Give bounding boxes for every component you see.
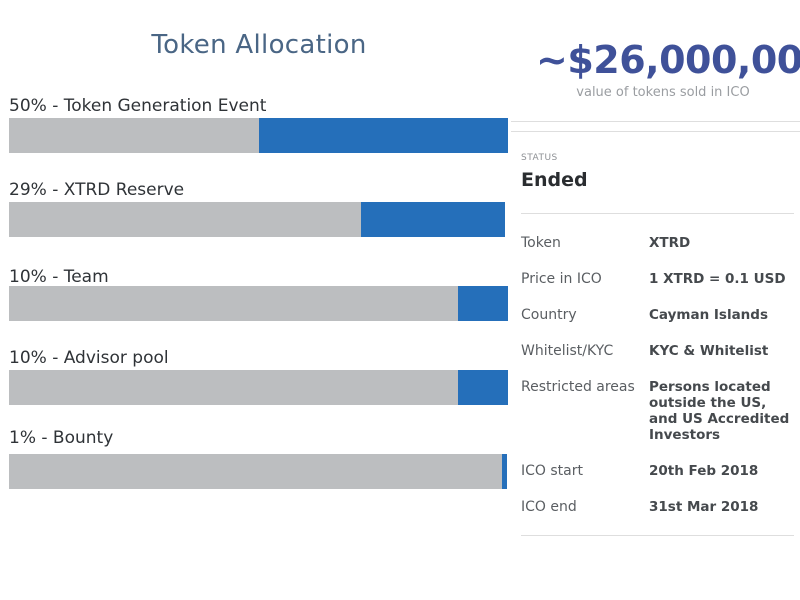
allocation-label: 10% - Advisor pool	[9, 348, 169, 368]
allocation-bar-fill	[502, 454, 507, 489]
allocation-label: 10% - Team	[9, 267, 109, 287]
allocation-item-team: 10% - Team	[9, 267, 508, 321]
ico-amount-caption: value of tokens sold in ICO	[576, 85, 750, 100]
divider	[511, 121, 800, 122]
allocation-item-advisor-pool: 10% - Advisor pool	[9, 348, 508, 405]
info-key: Whitelist/KYC	[521, 343, 614, 359]
info-key: Token	[521, 235, 561, 251]
info-value: KYC & Whitelist	[649, 343, 769, 359]
info-key: Price in ICO	[521, 271, 602, 287]
info-key: ICO end	[521, 499, 577, 515]
status-caption: STATUS	[521, 153, 558, 163]
allocation-bar-fill	[361, 202, 505, 237]
ico-amount: ~$26,000,000	[536, 38, 800, 82]
allocation-bar-track	[9, 118, 508, 153]
info-key: Country	[521, 307, 577, 323]
divider	[521, 535, 794, 536]
allocation-item-token-generation-event: 50% - Token Generation Event	[9, 96, 508, 153]
allocation-item-xtrd-reserve: 29% - XTRD Reserve	[9, 180, 505, 237]
allocation-title: Token Allocation	[151, 30, 367, 60]
info-value: 1 XTRD = 0.1 USD	[649, 271, 786, 287]
status-value: Ended	[521, 169, 588, 191]
info-value: 20th Feb 2018	[649, 463, 759, 479]
allocation-label: 29% - XTRD Reserve	[9, 180, 185, 200]
info-value: XTRD	[649, 235, 691, 251]
allocation-item-bounty: 1% - Bounty	[9, 428, 507, 489]
divider	[521, 213, 794, 214]
allocation-label: 1% - Bounty	[9, 428, 114, 448]
allocation-bar-track	[9, 370, 508, 405]
allocation-bar-fill	[458, 370, 508, 405]
divider	[511, 131, 800, 132]
allocation-bar-track	[9, 286, 508, 321]
info-key: Restricted areas	[521, 379, 635, 395]
allocation-bar-track	[9, 454, 507, 489]
allocation-bar-track	[9, 202, 505, 237]
allocation-bar-fill	[458, 286, 508, 321]
allocation-bar-fill	[258, 118, 508, 153]
info-value: 31st Mar 2018	[649, 499, 759, 515]
info-value: Persons located outside the US, and US A…	[649, 379, 790, 443]
allocation-label: 50% - Token Generation Event	[9, 96, 267, 116]
info-value: Cayman Islands	[649, 307, 768, 323]
info-key: ICO start	[521, 463, 583, 479]
